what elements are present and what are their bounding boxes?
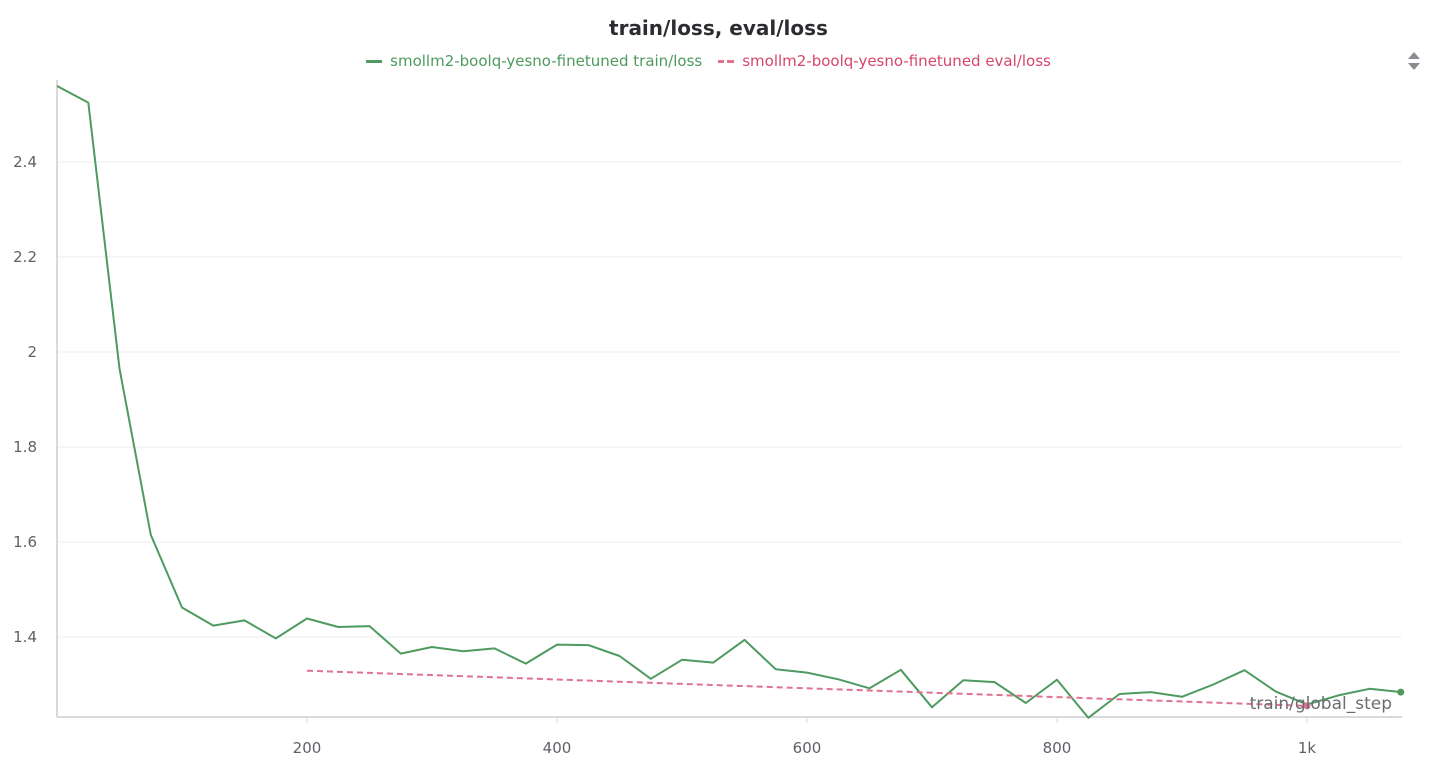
x-tick-label: 600 xyxy=(793,739,822,757)
x-tick-label: 1k xyxy=(1298,739,1317,757)
y-tick-label: 1.4 xyxy=(13,628,37,646)
y-ticks: 2.4 2.2 2 1.8 1.6 1.4 xyxy=(13,153,37,646)
legend-item-train-loss[interactable]: smollm2-boolq-yesno-finetuned train/loss xyxy=(366,52,702,70)
y-tick-label: 2.4 xyxy=(13,153,37,171)
legend-label-train-loss: smollm2-boolq-yesno-finetuned train/loss xyxy=(390,52,703,70)
x-tick-label: 800 xyxy=(1043,739,1072,757)
legend-swatch-train-loss xyxy=(366,59,383,63)
legend: smollm2-boolq-yesno-finetuned train/loss… xyxy=(0,52,1417,70)
x-tick-label: 400 xyxy=(543,739,572,757)
y-tick-label: 2 xyxy=(27,343,37,361)
train-loss-endpoint[interactable] xyxy=(1397,688,1405,696)
x-ticks: 200 400 600 800 1k xyxy=(293,717,1317,757)
y-tick-label: 2.2 xyxy=(13,248,37,266)
y-tick-label: 1.6 xyxy=(13,533,37,551)
legend-item-eval-loss[interactable]: smollm2-boolq-yesno-finetuned eval/loss xyxy=(718,52,1051,70)
eval-loss-line[interactable] xyxy=(306,669,1308,707)
legend-scroll-icon[interactable] xyxy=(1406,50,1422,72)
x-axis-label: train/global_step xyxy=(1250,694,1392,714)
legend-label-eval-loss: smollm2-boolq-yesno-finetuned eval/loss xyxy=(742,52,1051,70)
train-loss-line[interactable] xyxy=(56,85,1401,719)
series xyxy=(56,85,1405,719)
grid-lines xyxy=(57,161,1402,638)
eval-loss-endpoint[interactable] xyxy=(1303,702,1311,710)
x-tick-label: 200 xyxy=(293,739,322,757)
legend-swatch-eval-loss xyxy=(718,59,735,63)
y-tick-label: 1.8 xyxy=(13,438,37,456)
chart-title: train/loss, eval/loss xyxy=(609,16,828,40)
